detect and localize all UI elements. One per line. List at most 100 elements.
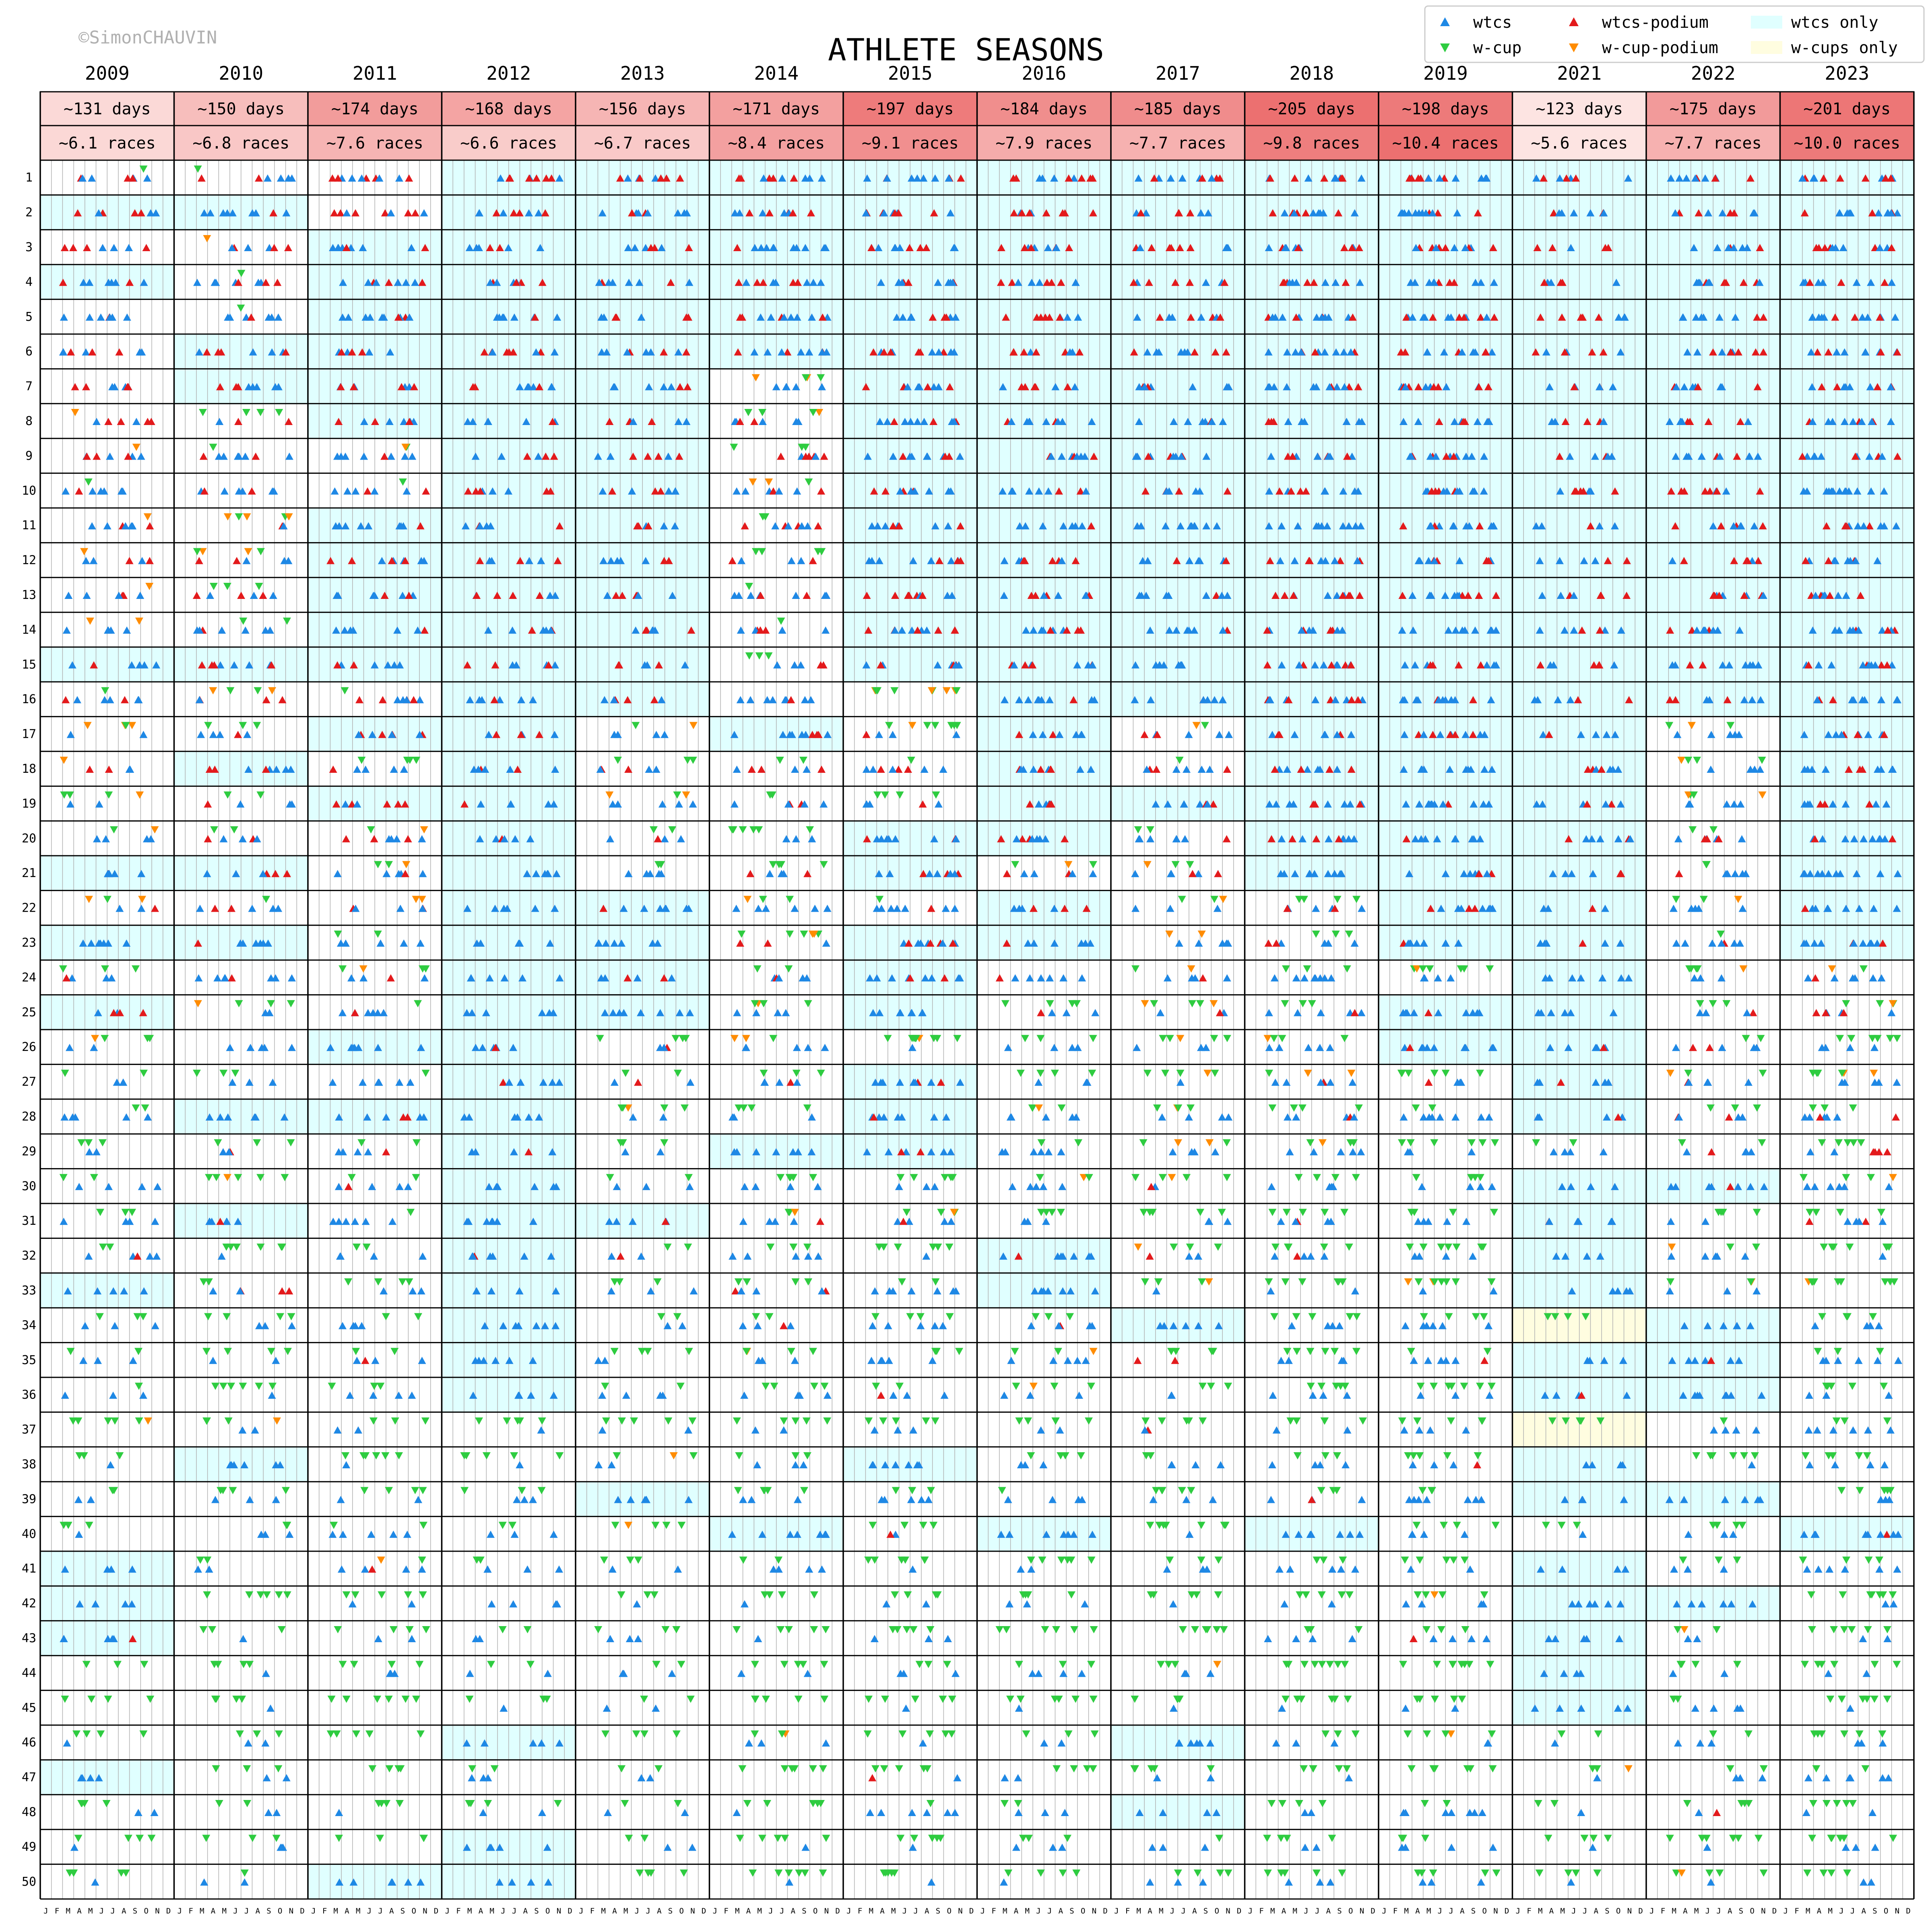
wtcs-marker bbox=[64, 1287, 72, 1294]
wcup-podium-marker bbox=[85, 896, 93, 903]
wtcs-podium-marker bbox=[611, 313, 620, 321]
wtcs-marker bbox=[751, 244, 759, 251]
wcup-marker bbox=[1057, 1556, 1065, 1564]
month-label: J bbox=[1649, 1907, 1654, 1915]
wtcs-marker bbox=[1331, 174, 1339, 182]
athlete-rank-label: 1 bbox=[25, 171, 33, 185]
wtcs-marker bbox=[1070, 174, 1078, 182]
wtcs-marker bbox=[546, 592, 554, 599]
wtcs-marker bbox=[773, 661, 781, 669]
wcup-marker bbox=[621, 1069, 630, 1077]
wtcs-podium-marker bbox=[535, 383, 544, 390]
wcup-marker bbox=[411, 1487, 419, 1494]
wtcs-podium-marker bbox=[195, 557, 203, 564]
wtcs-marker bbox=[546, 939, 554, 947]
wtcs-marker bbox=[1280, 209, 1289, 217]
legend-symbol-wtcs-podium bbox=[1569, 17, 1579, 26]
wtcs-marker bbox=[934, 800, 943, 808]
wtcs-marker bbox=[77, 1774, 85, 1781]
wcup-marker bbox=[1198, 1383, 1207, 1390]
wtcs-podium-marker bbox=[904, 939, 913, 947]
wtcs-marker bbox=[1415, 1426, 1424, 1434]
wcup-marker bbox=[1480, 1313, 1488, 1321]
wtcs-marker bbox=[1451, 696, 1459, 704]
wtcs-marker bbox=[1039, 1183, 1048, 1190]
wtcs-podium-marker bbox=[199, 452, 208, 460]
month-label: O bbox=[813, 1907, 817, 1915]
wtcs-marker bbox=[1414, 557, 1423, 564]
wtcs-marker bbox=[93, 835, 101, 842]
wcup-marker bbox=[1447, 1417, 1455, 1425]
wtcs-marker bbox=[517, 696, 525, 704]
wtcs-marker bbox=[816, 1530, 824, 1538]
wtcs-podium-marker bbox=[399, 1113, 407, 1121]
wcup-marker bbox=[1187, 1591, 1196, 1599]
wcup-marker bbox=[69, 1417, 77, 1425]
wtcs-marker bbox=[1323, 800, 1332, 808]
wtcs-marker bbox=[492, 1183, 501, 1190]
athlete-rank-label: 45 bbox=[22, 1701, 36, 1715]
wtcs-marker bbox=[862, 661, 871, 669]
wcup-marker bbox=[1037, 1209, 1045, 1216]
wtcs-marker bbox=[551, 661, 559, 669]
wtcs-marker bbox=[1017, 1461, 1025, 1468]
races-label-2019: ~10.4 races bbox=[1392, 134, 1499, 153]
wtcs-marker bbox=[466, 1670, 474, 1677]
wtcs-podium-marker bbox=[1284, 696, 1293, 704]
races-label-2023: ~10.0 races bbox=[1794, 134, 1900, 153]
wtcs-marker bbox=[275, 383, 283, 390]
wtcs-marker bbox=[1168, 1461, 1176, 1468]
wtcs-podium-marker bbox=[1271, 766, 1279, 773]
wtcs-podium-marker bbox=[634, 522, 643, 530]
wtcs-marker bbox=[206, 592, 214, 599]
wcup-marker bbox=[651, 1521, 660, 1529]
wcup-marker bbox=[1345, 1591, 1354, 1599]
wtcs-podium-marker bbox=[803, 592, 811, 599]
wtcs-marker bbox=[875, 557, 883, 564]
wcup-marker bbox=[784, 965, 793, 973]
athlete-rank-label: 22 bbox=[22, 901, 36, 915]
wtcs-marker bbox=[1196, 800, 1204, 808]
wcup-podium-marker bbox=[624, 1521, 633, 1529]
wtcs-marker bbox=[1435, 696, 1443, 704]
wcup-marker bbox=[638, 1348, 646, 1355]
wtcs-marker bbox=[675, 1009, 684, 1016]
wtcs-marker bbox=[1024, 696, 1032, 704]
wtcs-marker bbox=[95, 1774, 103, 1781]
wtcs-podium-marker bbox=[890, 418, 898, 425]
wtcs-marker bbox=[126, 1218, 134, 1225]
wtcs-marker bbox=[663, 1843, 672, 1851]
wcup-podium-marker bbox=[765, 478, 773, 486]
wcup-marker bbox=[789, 1243, 798, 1251]
wtcs-podium-marker bbox=[525, 174, 533, 182]
wcup-marker bbox=[1290, 1104, 1298, 1112]
wtcs-podium-marker bbox=[1152, 766, 1161, 773]
wtcs-marker bbox=[1439, 800, 1447, 808]
wcup-marker bbox=[1213, 1626, 1221, 1633]
wtcs-marker bbox=[529, 1218, 537, 1225]
month-label: D bbox=[702, 1907, 706, 1915]
wcup-marker bbox=[1147, 1765, 1156, 1773]
wcup-marker bbox=[1036, 1174, 1044, 1181]
wtcs-podium-marker bbox=[476, 487, 485, 495]
wtcs-podium-marker bbox=[1449, 452, 1458, 460]
wcup-marker bbox=[1339, 1556, 1347, 1564]
wcup-marker bbox=[510, 1452, 518, 1459]
wtcs-marker bbox=[328, 1078, 337, 1086]
wtcs-marker bbox=[1327, 1600, 1336, 1608]
wtcs-marker bbox=[341, 626, 349, 634]
wcup-marker bbox=[822, 1835, 830, 1842]
wtcs-marker bbox=[1037, 1426, 1045, 1434]
wtcs-podium-marker bbox=[86, 766, 94, 773]
wtcs-podium-marker bbox=[864, 626, 873, 634]
wtcs-marker bbox=[823, 904, 832, 912]
wtcs-marker bbox=[1462, 1426, 1470, 1434]
wtcs-podium-marker bbox=[267, 661, 276, 669]
wcup-marker bbox=[778, 1730, 786, 1738]
wtcs-marker bbox=[1089, 870, 1097, 877]
wtcs-marker bbox=[733, 766, 741, 773]
wtcs-marker bbox=[1457, 904, 1466, 912]
wcup-marker bbox=[401, 1695, 410, 1703]
wtcs-marker bbox=[736, 696, 745, 704]
wtcs-podium-marker bbox=[473, 592, 481, 599]
